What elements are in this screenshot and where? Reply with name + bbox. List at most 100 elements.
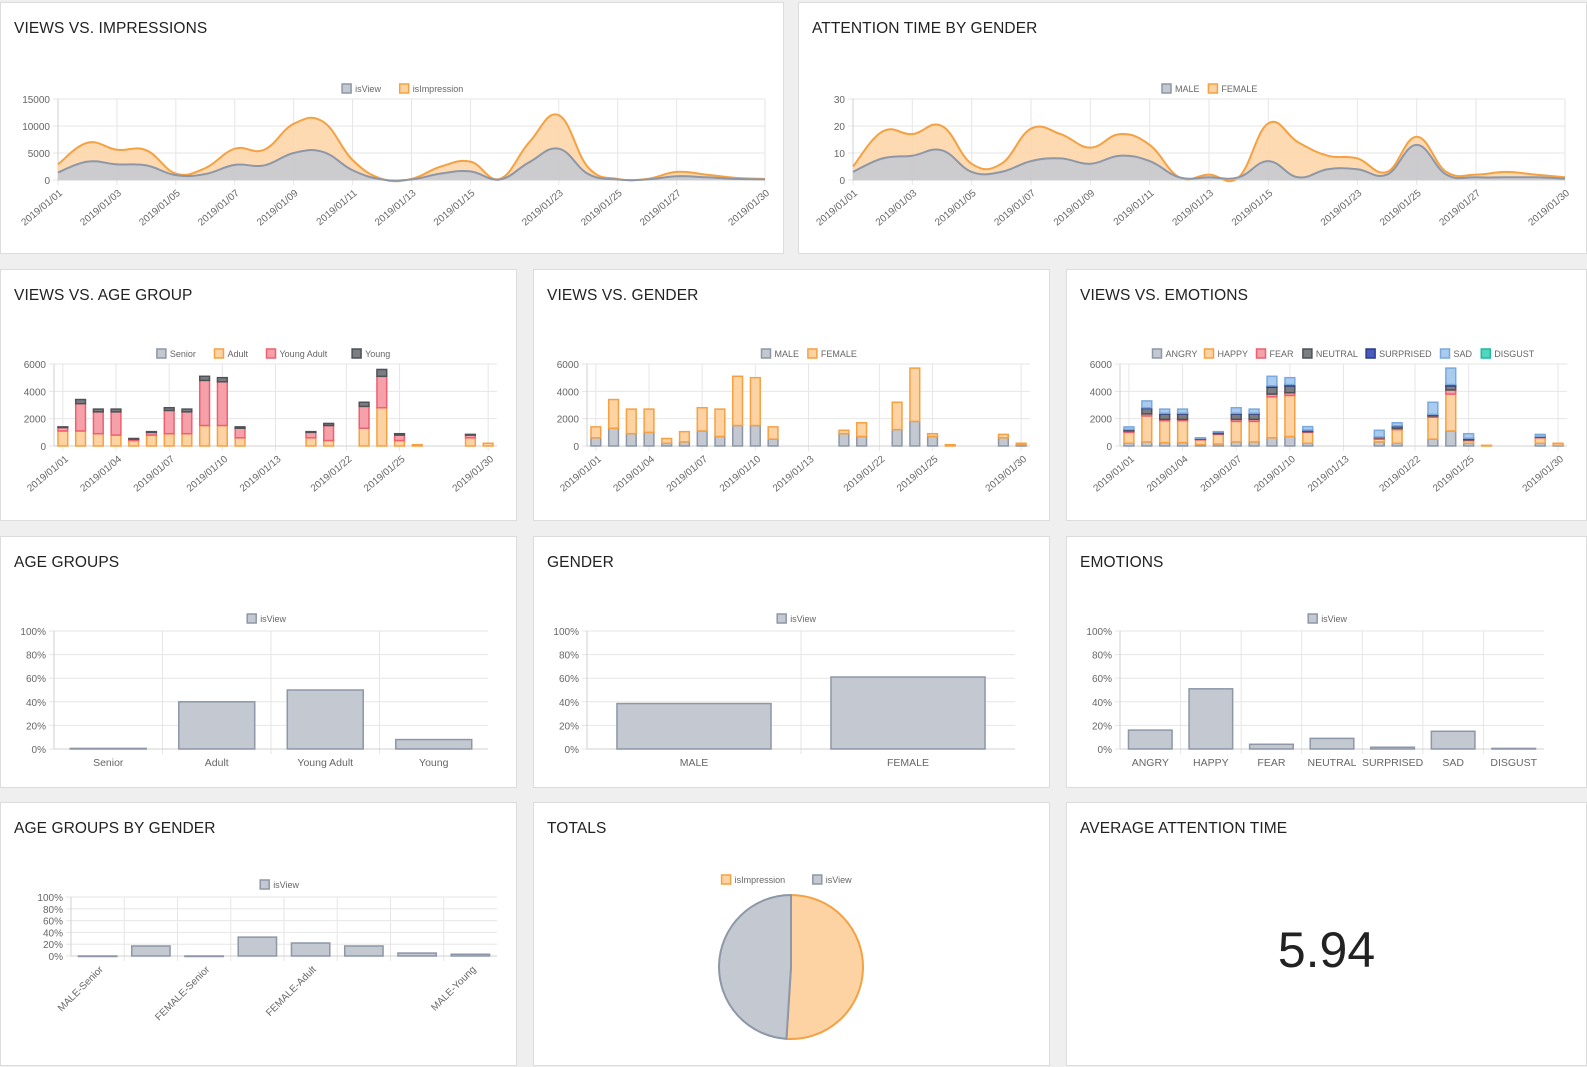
bar-segment	[412, 445, 422, 446]
legend-label: isView	[273, 880, 299, 890]
x-tick-label: 2019/01/01	[25, 454, 71, 495]
x-tick-label: 2019/01/30	[727, 188, 773, 229]
bar-segment	[182, 409, 192, 412]
bar-segment	[164, 408, 174, 411]
bar-segment	[93, 412, 103, 434]
x-tick-label: 2019/01/30	[1527, 188, 1573, 229]
bar-segment	[1142, 416, 1152, 442]
x-tick-label: 2019/01/07	[1199, 454, 1245, 495]
y-tick-label: 80%	[1092, 651, 1112, 662]
x-tick-label: 2019/01/25	[1431, 454, 1477, 495]
y-tick-label: 5000	[28, 149, 51, 160]
x-tick-label: 2019/01/30	[451, 454, 497, 495]
bar-segment	[147, 432, 157, 433]
y-tick-label: 6000	[1090, 360, 1113, 371]
bar-segment	[1124, 432, 1134, 443]
legend: isView	[777, 614, 816, 624]
legend-swatch	[352, 349, 361, 358]
y-tick-label: 2000	[1090, 415, 1113, 426]
bar-segment	[377, 408, 387, 446]
grid	[66, 897, 497, 961]
bar-segment	[306, 438, 316, 446]
legend-label: isView	[826, 875, 852, 885]
legend-label: Senior	[170, 349, 196, 359]
x-tick-label: 2019/01/23	[1319, 188, 1365, 229]
y-tick-label: 100%	[553, 627, 579, 638]
y-tick-label: 2000	[24, 415, 47, 426]
bar-segment	[324, 441, 334, 446]
legend-label: Adult	[228, 349, 249, 359]
bar-segment	[1392, 423, 1402, 426]
y-tick-label: 100%	[37, 893, 63, 904]
bar-segment	[1535, 434, 1545, 436]
x-tick-label: 2019/01/22	[842, 454, 888, 495]
x-tick-label: 2019/01/05	[137, 188, 183, 229]
x-tick-label: 2019/01/15	[1230, 188, 1276, 229]
x-tick-label: SAD	[1442, 757, 1464, 769]
y-tick-label: 80%	[43, 905, 63, 916]
x-tick-label: FEMALE-Adult	[264, 964, 319, 1019]
legend-label: ANGRY	[1166, 349, 1198, 359]
legend-swatch	[1257, 349, 1266, 358]
bar-segment	[1392, 430, 1402, 444]
bar-segment	[1285, 395, 1295, 436]
legend-swatch	[1481, 349, 1490, 358]
bar	[291, 943, 329, 956]
x-tick-label: 2019/01/07	[196, 188, 242, 229]
bar	[1371, 747, 1415, 749]
bar-segment	[626, 409, 636, 434]
legend-swatch	[215, 349, 224, 358]
y-tick-label: 40%	[559, 698, 579, 709]
x-tick-label: 2019/01/04	[1145, 454, 1191, 495]
legend-swatch	[1303, 349, 1312, 358]
bar-segment	[359, 402, 369, 406]
y-tick-label: 10	[834, 149, 846, 160]
grid	[1115, 631, 1544, 754]
bar-segment	[768, 439, 778, 446]
bar-segment	[1142, 401, 1152, 408]
x-tick-label: 2019/01/11	[315, 188, 360, 228]
bar-segment	[768, 427, 778, 439]
x-tick-label: 2019/01/03	[78, 188, 124, 229]
bar-segment	[1160, 414, 1170, 419]
x-tick-label: 2019/01/30	[984, 454, 1030, 495]
legend-label: isView	[790, 614, 816, 624]
x-tick-label: 2019/01/03	[874, 188, 920, 229]
y-tick-label: 100%	[20, 627, 46, 638]
y-tick-label: 20%	[1092, 721, 1112, 732]
x-tick-label: MALE-Senior	[56, 964, 106, 1014]
x-tick-label: DISGUST	[1490, 757, 1537, 769]
bar	[1250, 744, 1294, 749]
bar-segment	[662, 438, 672, 443]
x-tick-label: 2019/01/04	[79, 454, 125, 495]
bar-segment	[626, 434, 636, 446]
panel-average-attention-time: AVERAGE ATTENTION TIME 5.94	[1066, 802, 1587, 1066]
legend-label: HAPPY	[1218, 349, 1249, 359]
bar-segment	[999, 438, 1009, 446]
bar-segment	[1267, 438, 1277, 446]
x-tick-label: Senior	[93, 757, 124, 769]
x-tick-label: FEMALE	[887, 757, 929, 769]
x-tick-label: 2019/01/23	[520, 188, 566, 229]
y-tick-label: 0	[1106, 442, 1112, 453]
legend-label: FEMALE	[821, 349, 857, 359]
bar-segment	[217, 382, 227, 426]
y-tick-label: 100%	[1086, 627, 1112, 638]
legend-swatch	[342, 84, 351, 93]
bar-segment	[1446, 431, 1456, 446]
bar-segment	[1446, 368, 1456, 384]
bar-segment	[1213, 434, 1223, 444]
bar-segment	[164, 410, 174, 433]
bar-segment	[999, 434, 1009, 437]
bar-segment	[76, 431, 86, 446]
bar-segment	[591, 438, 601, 446]
y-tick-label: 2000	[557, 415, 580, 426]
y-tick-label: 0	[573, 442, 579, 453]
